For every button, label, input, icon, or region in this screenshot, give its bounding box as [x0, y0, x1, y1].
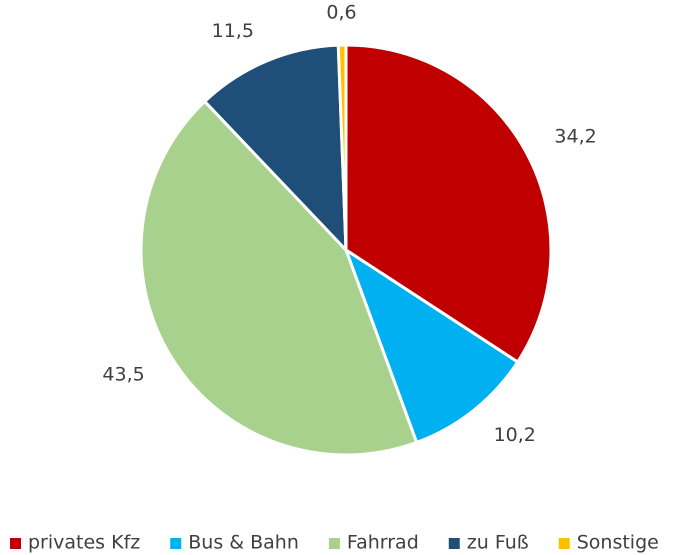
- data-label: 11,5: [212, 20, 254, 42]
- legend-label: Fahrrad: [347, 532, 419, 554]
- pie-slice: [343, 246, 520, 445]
- data-label: 34,2: [554, 126, 596, 148]
- data-label: 43,5: [102, 364, 144, 386]
- legend-swatch: [558, 538, 570, 549]
- pie-slice: [139, 99, 419, 457]
- data-label: 0,6: [326, 2, 356, 24]
- legend-swatch: [448, 538, 460, 549]
- pie-slice: [336, 43, 348, 251]
- legend-swatch: [170, 538, 182, 549]
- data-label: 10,2: [494, 424, 536, 446]
- legend-swatch: [10, 538, 21, 549]
- legend-label: Bus & Bahn: [188, 532, 299, 554]
- legend-label: privates Kfz: [28, 532, 140, 554]
- legend-label: Sonstige: [577, 532, 659, 554]
- legend-swatch: [328, 538, 340, 549]
- legend-label: zu Fuß: [467, 532, 529, 554]
- pie-slice: [202, 43, 348, 254]
